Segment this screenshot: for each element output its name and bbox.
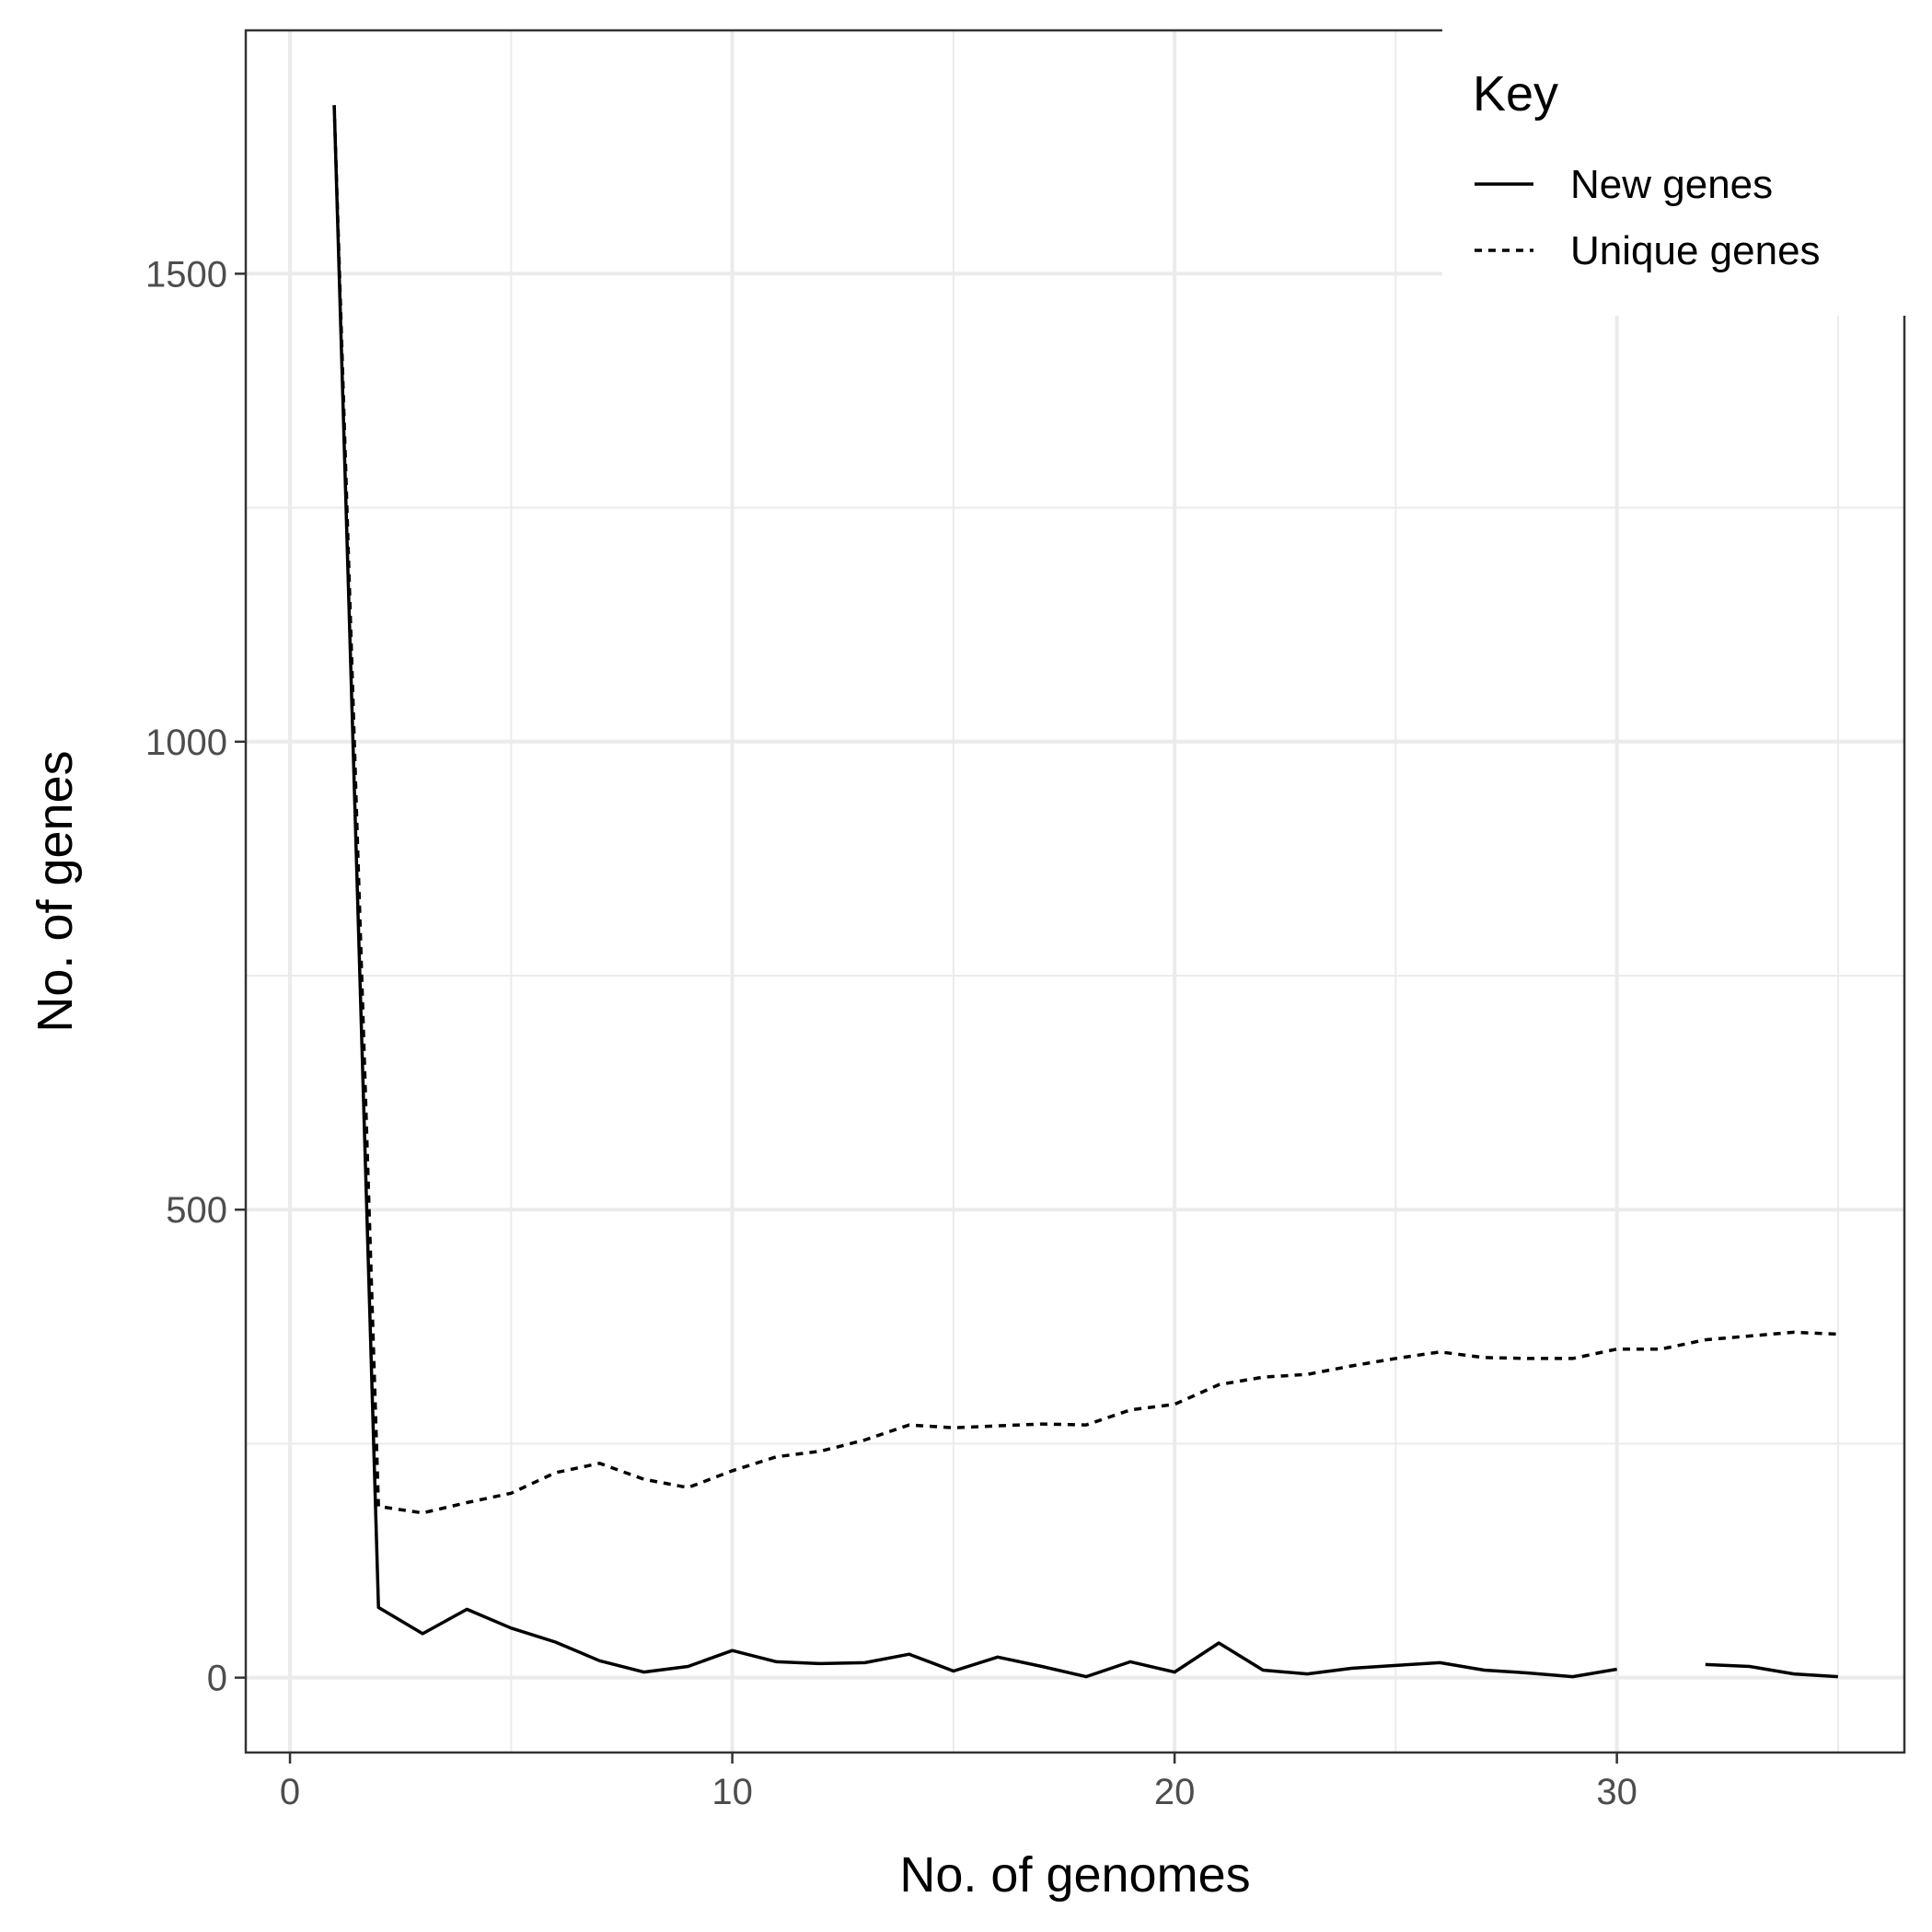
y-tick-label: 1000 bbox=[145, 723, 227, 763]
x-tick-label: 20 bbox=[1154, 1772, 1196, 1812]
series-line bbox=[1705, 1662, 1839, 1679]
series-layer bbox=[332, 105, 1839, 1679]
y-tick-label: 0 bbox=[207, 1659, 227, 1699]
y-tick-label: 1500 bbox=[145, 254, 227, 295]
legend-label: Unique genes bbox=[1570, 228, 1821, 273]
legend-entries: New genes Unique genes bbox=[1475, 162, 1821, 273]
series-line bbox=[332, 105, 1838, 1515]
legend: Key New genes Unique genes bbox=[1442, 17, 1912, 316]
legend-title: Key bbox=[1473, 66, 1558, 121]
y-axis-title: No. of genes bbox=[28, 750, 83, 1032]
y-tick-label: 500 bbox=[166, 1190, 227, 1231]
minor-grid bbox=[246, 30, 1904, 1753]
series-unique-genes bbox=[332, 105, 1838, 1515]
plot-panel-border bbox=[244, 29, 1906, 1754]
legend-background bbox=[1442, 17, 1912, 316]
major-grid bbox=[246, 30, 1904, 1753]
legend-label: New genes bbox=[1570, 162, 1773, 207]
x-tick-label: 0 bbox=[280, 1772, 300, 1812]
x-tick-label: 10 bbox=[711, 1772, 753, 1812]
x-axis-title: No. of genomes bbox=[899, 1847, 1250, 1903]
series-line bbox=[332, 105, 1617, 1679]
y-axis: 0 500 1000 1500 bbox=[145, 254, 246, 1699]
series-new-genes bbox=[332, 105, 1839, 1679]
x-axis: 0 10 20 30 bbox=[280, 1753, 1637, 1812]
x-tick-label: 30 bbox=[1596, 1772, 1637, 1812]
